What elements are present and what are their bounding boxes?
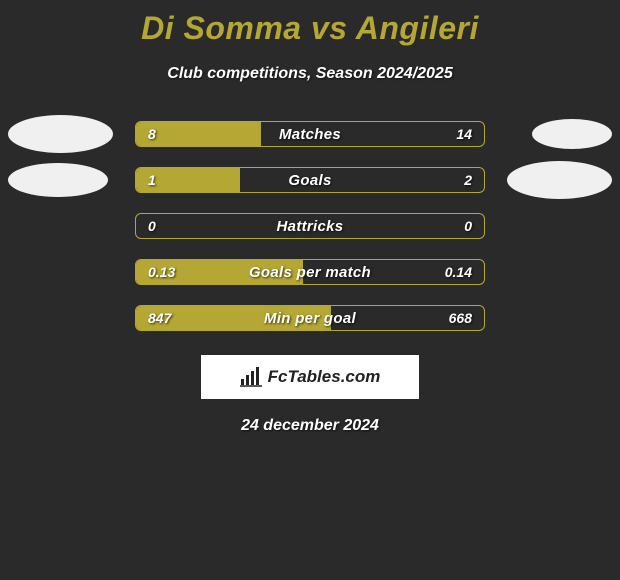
- page-title: Di Somma vs Angileri: [0, 0, 620, 47]
- stat-bar: 0.130.14Goals per match: [135, 259, 485, 285]
- stat-bar: 814Matches: [135, 121, 485, 147]
- stat-bar: 12Goals: [135, 167, 485, 193]
- team-badge-left: [8, 163, 108, 197]
- team-badge-right: [532, 119, 612, 149]
- attribution-box: FcTables.com: [201, 355, 419, 399]
- stat-row: 814Matches: [0, 121, 620, 147]
- subtitle: Club competitions, Season 2024/2025: [0, 65, 620, 83]
- stat-label: Hattricks: [136, 214, 484, 238]
- stat-label: Min per goal: [136, 306, 484, 330]
- stat-row: 12Goals: [0, 167, 620, 193]
- team-badge-right: [507, 161, 612, 199]
- stat-label: Goals per match: [136, 260, 484, 284]
- date-label: 24 december 2024: [0, 417, 620, 435]
- stat-bar: 847668Min per goal: [135, 305, 485, 331]
- stat-row: 847668Min per goal: [0, 305, 620, 331]
- stat-label: Goals: [136, 168, 484, 192]
- bar-chart-icon: [240, 367, 262, 387]
- stat-row: 00Hattricks: [0, 213, 620, 239]
- stat-bar: 00Hattricks: [135, 213, 485, 239]
- attribution-label: FcTables.com: [268, 367, 381, 387]
- team-badge-left: [8, 115, 113, 153]
- stats-container: 814Matches 12Goals 00Hattricks 0.130.14Goal…: [0, 121, 620, 331]
- stat-label: Matches: [136, 122, 484, 146]
- stat-row: 0.130.14Goals per match: [0, 259, 620, 285]
